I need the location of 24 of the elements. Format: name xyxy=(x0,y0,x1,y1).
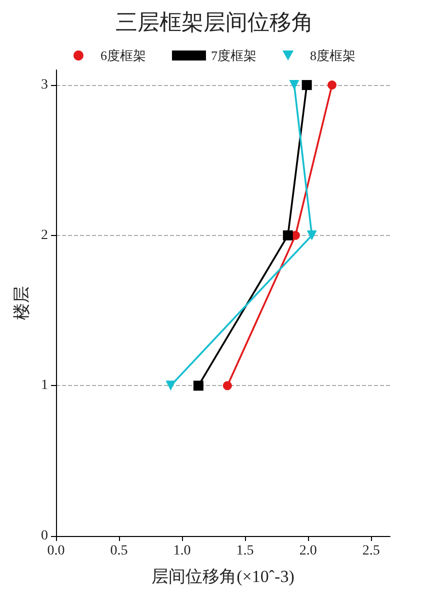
legend-label: 7度框架 xyxy=(210,48,256,63)
point xyxy=(222,381,232,390)
x-tick-label: 1.0 xyxy=(173,544,191,558)
point xyxy=(328,80,337,90)
x-axis-title: 层间位移角(×10ˆ-3) xyxy=(152,567,294,586)
point xyxy=(289,80,300,90)
y-tick-label: 1 xyxy=(41,378,48,394)
point xyxy=(166,380,176,391)
legend-label: 8度框架 xyxy=(310,48,356,63)
point xyxy=(302,80,312,90)
x-tick-label: 1.5 xyxy=(236,544,254,558)
chart-title: 三层框架层间位移角 xyxy=(116,10,314,34)
y-tick-label: 0 xyxy=(41,528,48,544)
point xyxy=(306,230,317,240)
y-tick-label: 3 xyxy=(41,78,48,93)
y-tick-label: 2 xyxy=(41,228,48,243)
point xyxy=(282,230,293,240)
legend-label: 6度框架 xyxy=(100,48,146,63)
x-tick-label: 0.0 xyxy=(47,544,65,558)
x-tick-label: 2.0 xyxy=(299,544,317,558)
x-tick-label: 0.5 xyxy=(110,544,128,558)
point xyxy=(193,380,204,391)
y-axis-title: 楼层 xyxy=(12,286,31,320)
x-tick-label: 2.5 xyxy=(362,544,380,558)
